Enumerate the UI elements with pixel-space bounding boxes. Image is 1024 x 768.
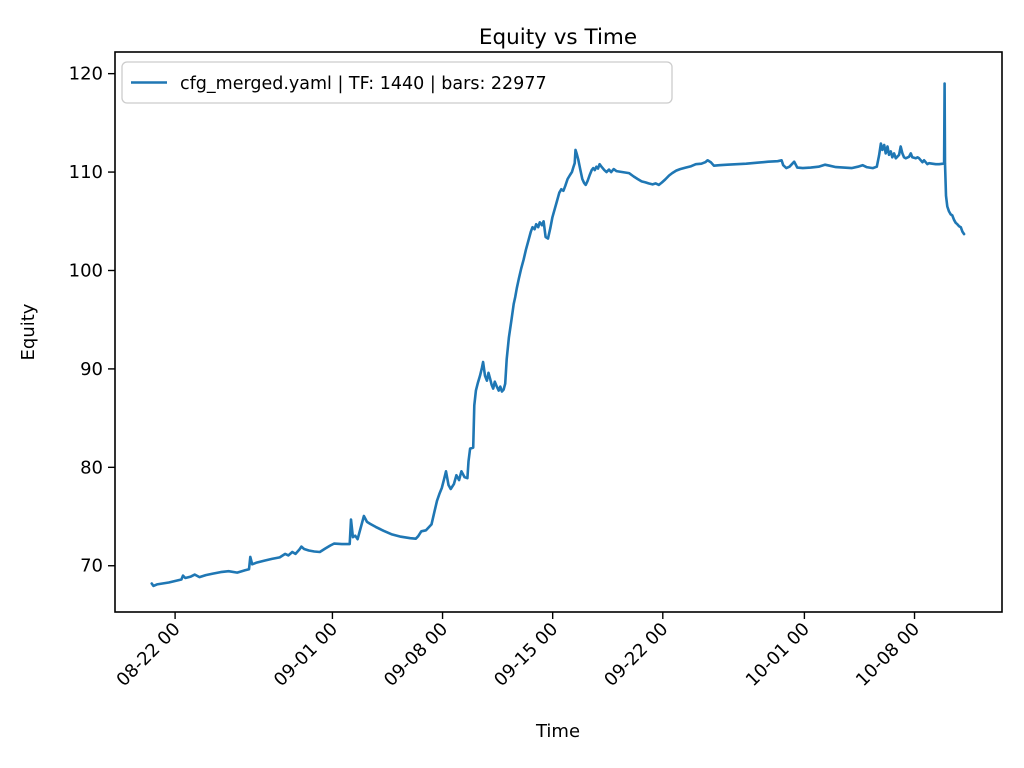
- y-tick-label: 110: [69, 162, 103, 183]
- y-tick-label: 70: [80, 556, 103, 577]
- x-tick-label: 09-22 00: [600, 619, 672, 691]
- y-tick-label: 80: [80, 457, 103, 478]
- y-tick-label: 100: [69, 260, 103, 281]
- legend-box: [121, 61, 673, 104]
- x-tick-label: 08-22 00: [113, 619, 185, 691]
- equity-line: [150, 82, 966, 588]
- x-tick-label: 09-08 00: [380, 619, 452, 691]
- x-tick-label: 09-15 00: [490, 619, 562, 691]
- x-tick-label: 10-01 00: [742, 619, 814, 691]
- y-tick-label: 90: [80, 359, 103, 380]
- legend: cfg_merged.yaml | TF: 1440 | bars: 22977: [121, 61, 673, 104]
- chart-title: Equity vs Time: [479, 25, 637, 50]
- legend-entry-label: cfg_merged.yaml | TF: 1440 | bars: 22977: [180, 74, 547, 94]
- x-axis-label: Time: [535, 721, 580, 742]
- plot-area: [115, 52, 1002, 612]
- x-tick-label: 10-08 00: [852, 619, 924, 691]
- y-axis-ticks: 70 80 90 100 110 120: [69, 64, 115, 577]
- axes-spines: [114, 51, 1003, 613]
- x-tick-label: 09-01 00: [270, 619, 342, 691]
- y-axis-label: Equity: [18, 303, 39, 360]
- x-axis-ticks: 08-22 00 09-01 00 09-08 00 09-15 00 09-22 00…: [113, 612, 924, 691]
- y-tick-label: 120: [69, 64, 103, 85]
